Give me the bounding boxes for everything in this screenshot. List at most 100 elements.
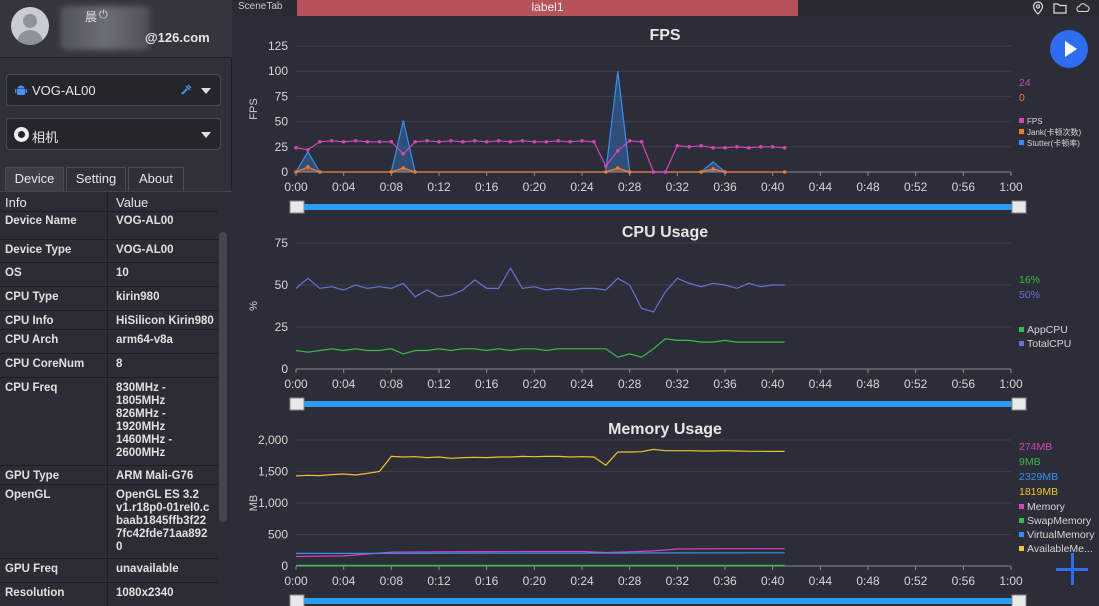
range-slider-track <box>297 204 1012 210</box>
app-select-value: 相机 <box>32 130 59 145</box>
row-value: HiSilicon Kirin980 <box>116 315 214 327</box>
sidebar: 晨 ⏻ @126.com VOG-AL00 相机 <box>0 0 232 606</box>
x-tick-label: 0:20 <box>523 574 547 588</box>
y-axis-label: FPS <box>248 98 260 119</box>
row-key: Device Type <box>5 244 72 256</box>
chart-title: FPS <box>649 27 680 44</box>
add-button[interactable] <box>1056 553 1088 585</box>
data-point <box>758 145 763 149</box>
x-tick-label: 0:04 <box>332 574 356 588</box>
data-point <box>318 170 322 174</box>
row-key: GPU Freq <box>5 563 59 575</box>
tab-device[interactable]: Device <box>5 167 64 191</box>
x-tick-label: 0:04 <box>332 180 356 194</box>
app-select[interactable]: 相机 <box>6 118 221 150</box>
table-row: OS 10 <box>0 263 218 287</box>
table-row: GPU Freq unavailable <box>0 559 218 583</box>
y-tick-label: 500 <box>268 528 288 542</box>
x-tick-label: 0:20 <box>523 377 547 391</box>
data-point <box>639 139 644 144</box>
data-point <box>306 165 310 169</box>
table-row: CPU CoreNum 8 <box>0 354 218 378</box>
data-point <box>353 138 358 143</box>
column-header-info: Info <box>5 195 27 210</box>
x-tick-label: 0:16 <box>475 574 499 588</box>
play-button[interactable] <box>1050 30 1088 68</box>
x-tick-label: 0:36 <box>713 377 737 391</box>
device-info-table: Info Value Device Name VOG-AL00 Device T… <box>0 191 232 606</box>
data-point <box>615 166 620 170</box>
current-value: 0 <box>1019 92 1025 104</box>
series-line <box>295 267 785 313</box>
wrench-icon[interactable] <box>179 83 193 97</box>
y-tick-label: 1,000 <box>258 496 288 510</box>
range-slider-track <box>297 598 1012 604</box>
x-tick-label: 0:12 <box>427 377 451 391</box>
row-key: CPU Info <box>5 315 54 327</box>
data-point <box>329 138 334 143</box>
legend-label: Jank(卡顿次数) <box>1027 127 1082 137</box>
location-icon[interactable] <box>1031 1 1045 15</box>
scene-label-bar[interactable]: label1 <box>297 0 798 16</box>
current-value: 1819MB <box>1019 486 1058 498</box>
x-tick-label: 0:08 <box>380 377 404 391</box>
current-value: 9MB <box>1019 456 1041 468</box>
power-icon[interactable]: ⏻ <box>99 9 108 21</box>
chevron-down-icon <box>201 88 211 94</box>
data-point <box>723 146 727 150</box>
legend-label: VirtualMemory <box>1027 529 1095 541</box>
data-point <box>615 149 620 153</box>
blurred-username <box>60 6 150 50</box>
range-slider-handle-left <box>289 397 305 411</box>
data-point <box>627 138 632 143</box>
x-tick-label: 0:28 <box>618 377 642 391</box>
row-value: arm64-v8a <box>116 334 173 346</box>
tab-about[interactable]: About <box>128 167 184 191</box>
data-point <box>568 139 572 144</box>
device-select-value: VOG-AL00 <box>32 83 96 98</box>
x-tick-label: 0:32 <box>666 377 690 391</box>
x-tick-label: 0:40 <box>761 377 785 391</box>
data-point <box>401 152 406 156</box>
y-tick-label: 0 <box>281 362 288 376</box>
data-point <box>389 139 394 144</box>
x-tick-label: 0:56 <box>952 377 976 391</box>
data-point <box>508 139 513 144</box>
data-point <box>723 170 727 174</box>
device-select[interactable]: VOG-AL00 <box>6 74 221 106</box>
avatar[interactable] <box>11 7 49 45</box>
legend-swatch <box>1019 546 1024 551</box>
data-point <box>532 139 537 144</box>
table-row: Resolution 1080x2340 <box>0 583 218 606</box>
scene-tab[interactable]: SceneTab <box>238 1 283 12</box>
row-key: GPU Type <box>5 470 60 482</box>
series-line <box>295 548 785 558</box>
table-scrollbar[interactable] <box>219 232 227 522</box>
row-key: Resolution <box>5 587 65 599</box>
data-point <box>484 139 489 144</box>
legend-label: TotalCPU <box>1027 338 1071 350</box>
x-tick-label: 0:08 <box>380 574 404 588</box>
x-tick-label: 0:52 <box>904 180 928 194</box>
legend-swatch <box>1019 518 1024 523</box>
series-line <box>295 448 785 477</box>
data-point <box>627 170 632 174</box>
legend-swatch <box>1019 504 1024 509</box>
scene-topbar: SceneTab label1 <box>233 0 1099 16</box>
data-point <box>461 139 465 144</box>
row-key: CPU Type <box>5 291 59 303</box>
data-point <box>556 138 560 143</box>
username-suffix: 晨 <box>85 10 98 24</box>
tab-setting[interactable]: Setting <box>66 167 126 191</box>
y-tick-label: 0 <box>281 559 288 573</box>
row-value: VOG-AL00 <box>116 215 174 227</box>
x-tick-label: 0:44 <box>809 574 833 588</box>
cloud-icon[interactable] <box>1076 1 1090 15</box>
data-point <box>592 139 596 144</box>
folder-icon[interactable] <box>1053 1 1067 15</box>
data-point <box>365 139 370 144</box>
x-tick-label: 0:20 <box>523 180 547 194</box>
data-point <box>413 170 417 174</box>
range-slider-handle-right <box>1011 397 1027 411</box>
series-line <box>296 552 785 555</box>
